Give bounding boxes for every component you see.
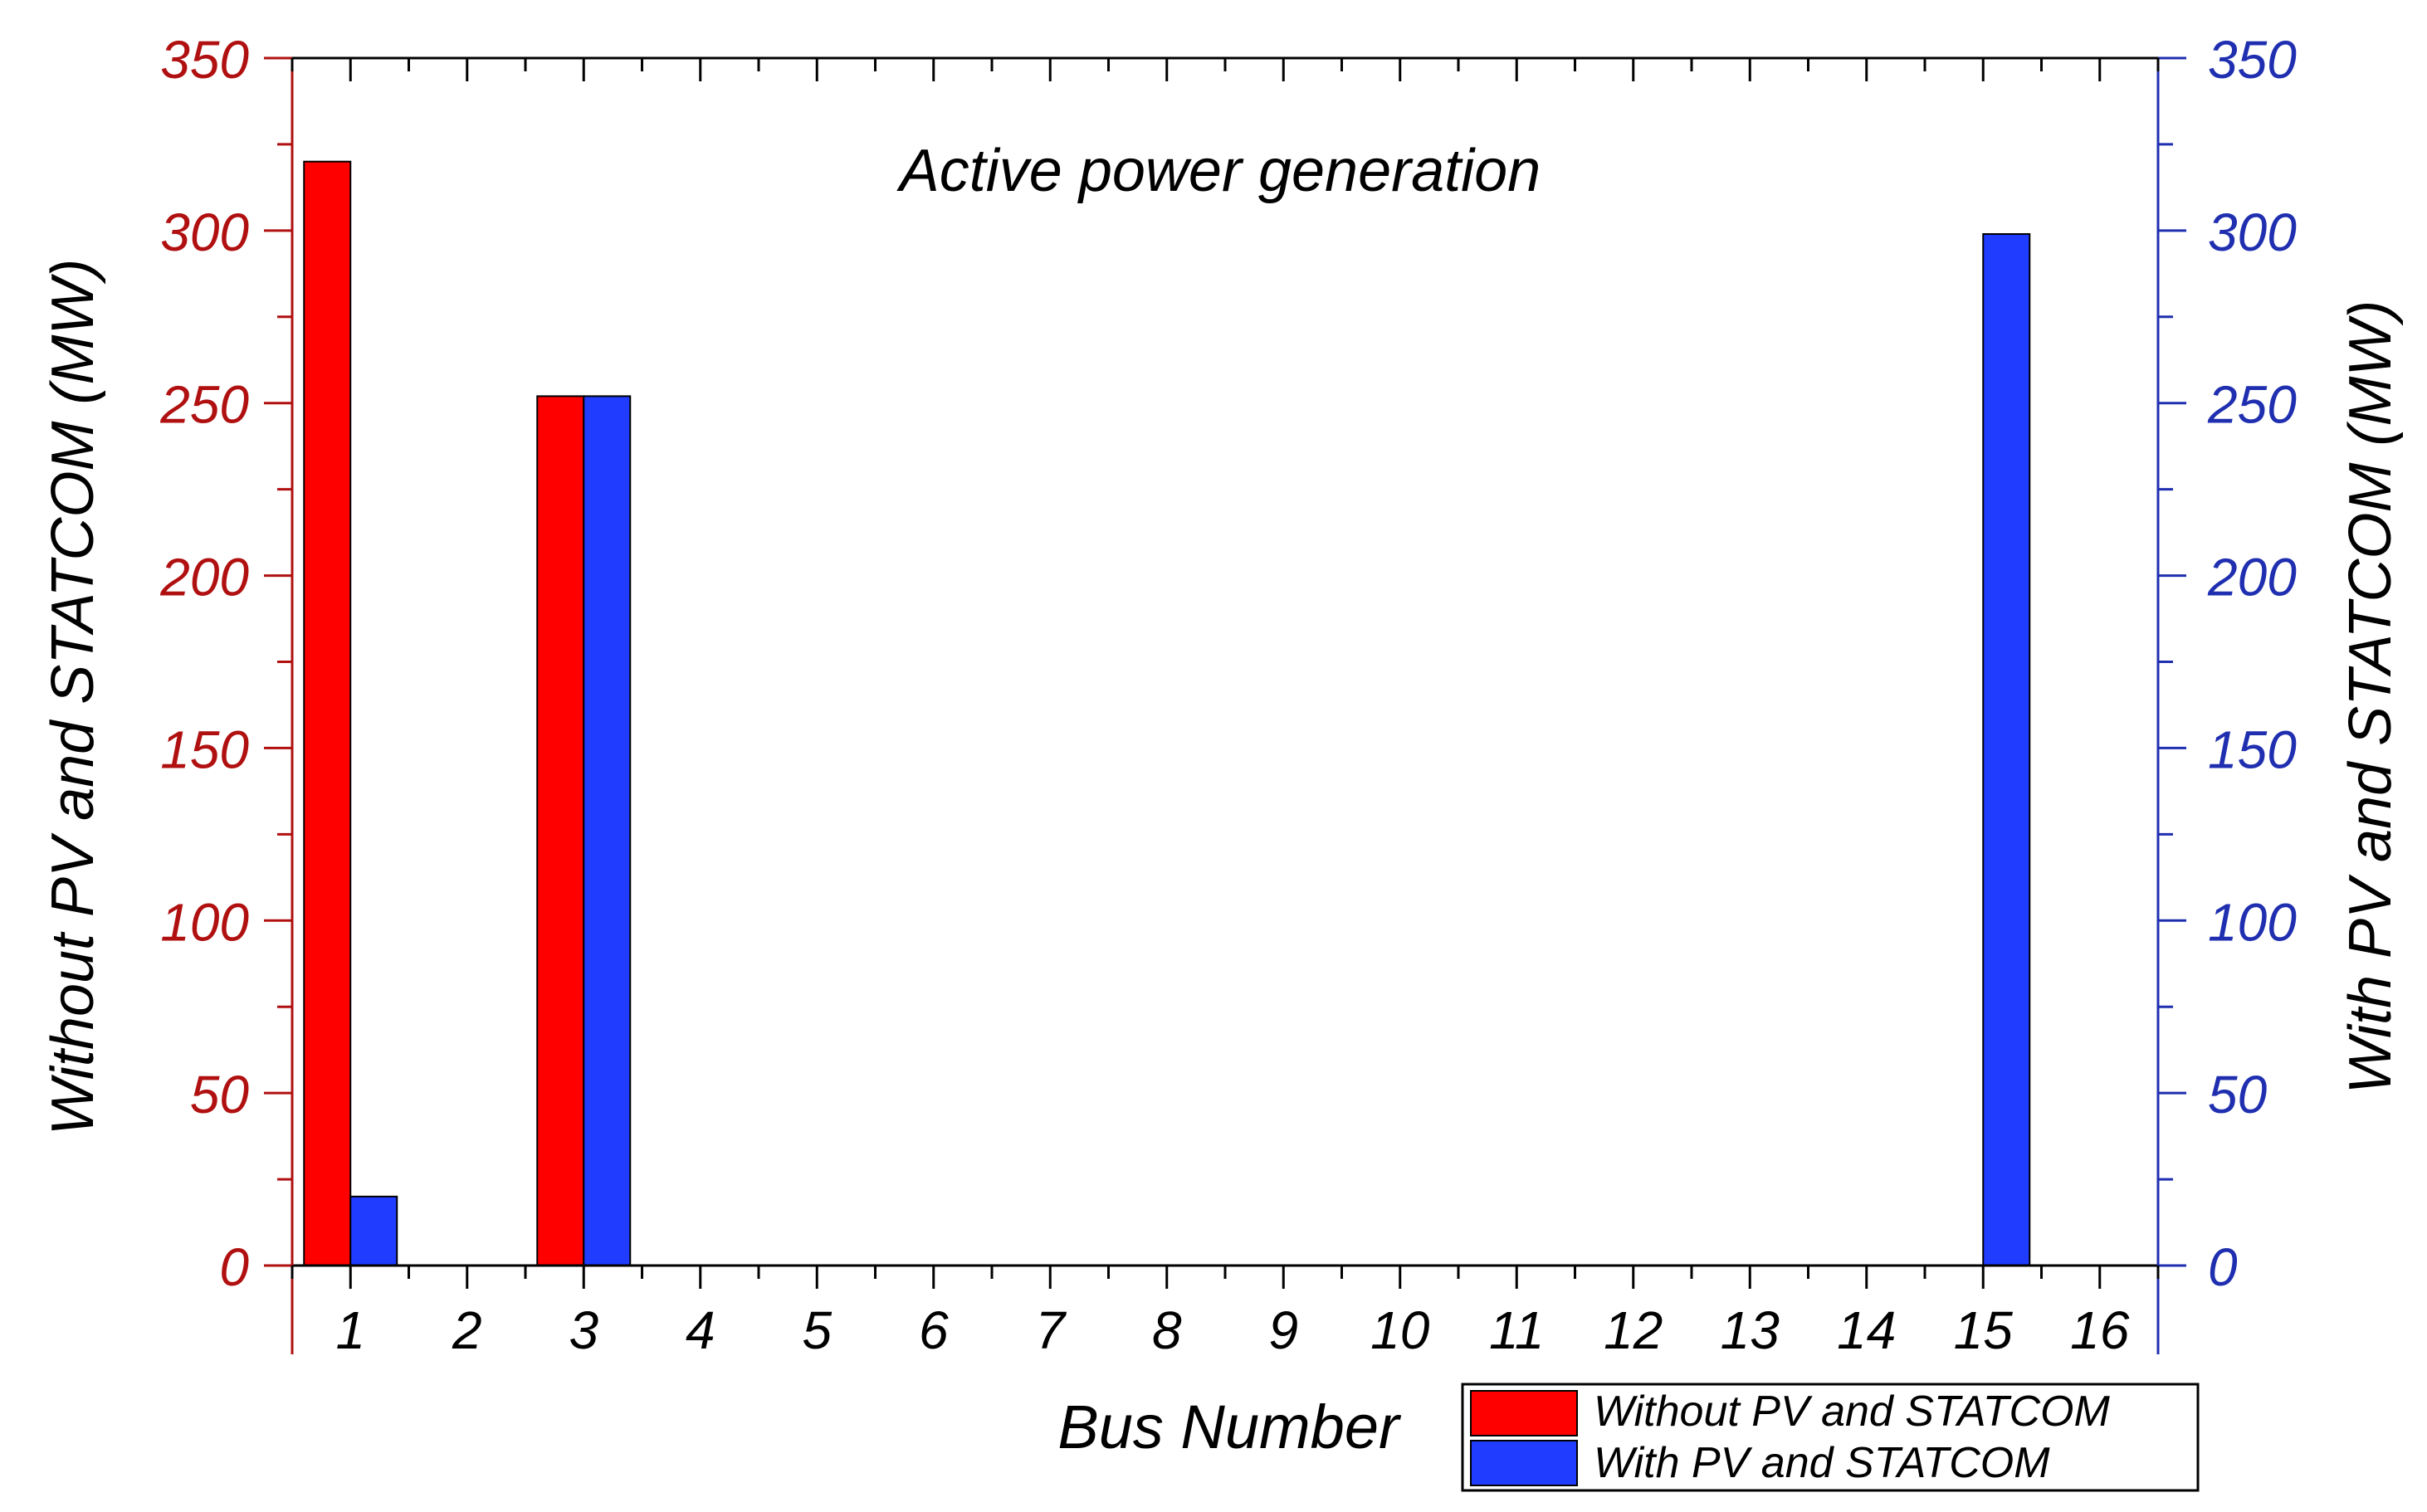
right-tick-label: 0 (2208, 1237, 2238, 1297)
x-tick-label: 11 (1489, 1300, 1544, 1360)
x-tick-label: 10 (1370, 1300, 1430, 1360)
x-tick-label: 4 (686, 1300, 715, 1360)
legend-box (1461, 1383, 2200, 1492)
right-axis-ticks: 0 50 100 150 200 250 300 350 (2158, 30, 2297, 1297)
x-tick-label: 3 (569, 1300, 598, 1360)
x-axis-label: Bus Number (1057, 1393, 1402, 1461)
legend: Without PV and STATCOM With PV and STATC… (1461, 1383, 2200, 1492)
x-tick-label: 1 (335, 1300, 365, 1360)
right-tick-label: 250 (2207, 375, 2297, 435)
bars-layer (303, 160, 2031, 1267)
right-tick-label: 150 (2208, 719, 2297, 779)
left-tick-label: 350 (160, 30, 249, 90)
x-tick-label: 15 (1954, 1300, 2014, 1360)
x-tick-label: 13 (1721, 1300, 1780, 1360)
right-axis-label: With PV and STATCOM (MW) (2337, 300, 2404, 1095)
left-tick-label: 300 (160, 202, 249, 262)
legend-label-without: Without PV and STATCOM (1594, 1388, 2110, 1436)
left-tick-label: 0 (219, 1237, 249, 1297)
right-tick-label: 50 (2208, 1065, 2268, 1124)
x-tick-label: 7 (1035, 1300, 1067, 1360)
bar-with-bus-1 (349, 1195, 398, 1267)
x-tick-label: 2 (452, 1300, 482, 1360)
x-tick-label: 6 (919, 1300, 949, 1360)
x-tick-label: 8 (1152, 1300, 1182, 1360)
x-tick-label: 14 (1837, 1300, 1896, 1360)
legend-label-with: With PV and STATCOM (1594, 1439, 2050, 1487)
legend-swatch-with (1470, 1440, 1578, 1486)
left-tick-label: 200 (159, 548, 249, 607)
left-tick-label: 100 (160, 892, 249, 952)
legend-swatch-without (1470, 1390, 1578, 1436)
bar-without-bus-1 (303, 160, 352, 1267)
x-tick-label: 9 (1268, 1300, 1298, 1360)
left-axis-ticks: 0 50 100 150 200 250 300 350 (159, 30, 292, 1297)
bar-with-bus-15 (1982, 233, 2031, 1266)
bar-without-bus-3 (536, 395, 585, 1266)
x-axis-ticks: 1 2 3 4 5 6 7 8 9 10 11 12 13 14 15 16 (291, 58, 2160, 1360)
right-tick-label: 200 (2207, 548, 2297, 607)
right-tick-label: 300 (2208, 202, 2297, 262)
right-tick-label: 100 (2208, 892, 2297, 952)
x-tick-label: 16 (2070, 1300, 2130, 1360)
right-tick-label: 350 (2208, 30, 2297, 90)
left-axis-label: Without PV and STATCOM (MW) (40, 259, 106, 1136)
x-tick-label: 5 (802, 1300, 832, 1360)
left-tick-label: 250 (159, 375, 249, 435)
x-tick-label: 12 (1604, 1300, 1663, 1360)
left-tick-label: 50 (190, 1065, 250, 1124)
bar-with-bus-3 (583, 395, 632, 1266)
chart-title: Active power generation (896, 138, 1541, 204)
left-tick-label: 150 (160, 719, 249, 779)
